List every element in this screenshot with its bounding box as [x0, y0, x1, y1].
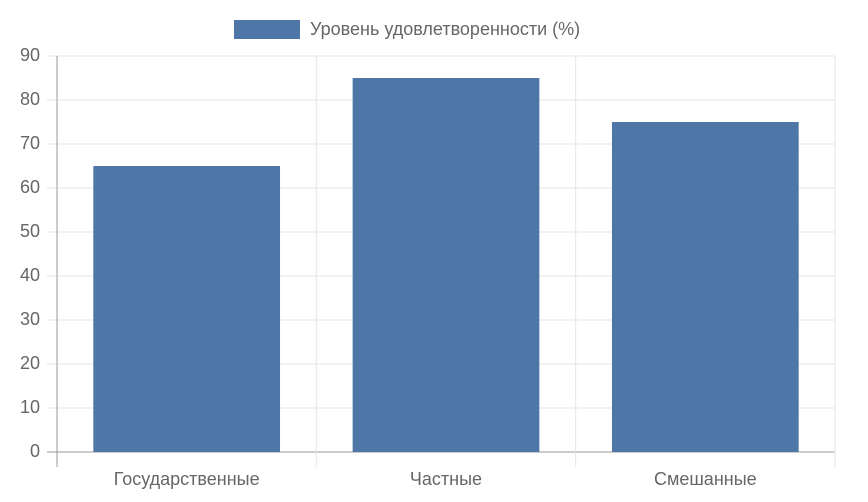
y-tick-label: 60 — [20, 177, 40, 197]
y-tick-label: 10 — [20, 397, 40, 417]
x-tick-label: Государственные — [114, 469, 260, 489]
y-tick-label: 30 — [20, 309, 40, 329]
x-tick-label: Частные — [410, 469, 482, 489]
y-tick-label: 50 — [20, 221, 40, 241]
bar — [611, 122, 799, 452]
y-tick-label: 0 — [30, 441, 40, 461]
legend-label: Уровень удовлетворенности (%) — [310, 19, 580, 39]
legend-swatch — [234, 20, 300, 39]
bar — [93, 166, 281, 452]
y-tick-label: 90 — [20, 45, 40, 65]
bar — [352, 78, 540, 452]
y-tick-label: 80 — [20, 89, 40, 109]
x-tick-label: Смешанные — [654, 469, 757, 489]
y-tick-label: 40 — [20, 265, 40, 285]
y-tick-label: 20 — [20, 353, 40, 373]
y-tick-label: 70 — [20, 133, 40, 153]
